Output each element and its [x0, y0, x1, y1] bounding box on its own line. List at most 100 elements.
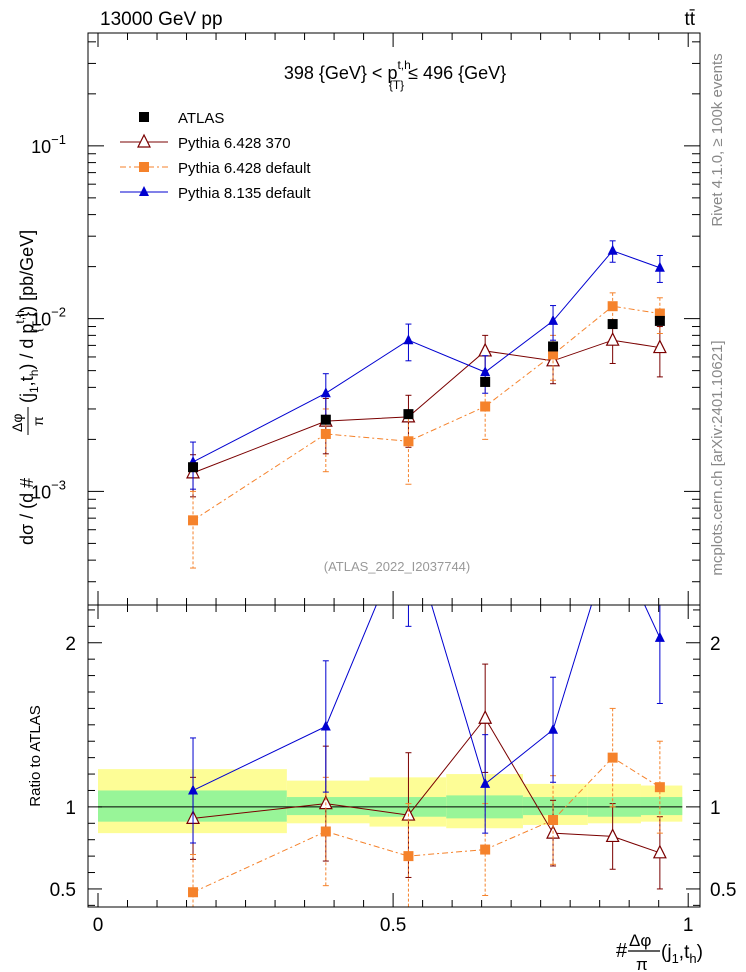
- main-series-3-line: [192, 250, 661, 463]
- main-y-tick-label: 10−2: [31, 305, 66, 330]
- ratio-series-3-point: [654, 631, 665, 642]
- legend-label-atlas: ATLAS: [178, 110, 224, 127]
- main-series-3-point: [607, 244, 618, 255]
- ratio-series-1-point: [605, 828, 620, 843]
- ratio-series-2-point: [188, 887, 199, 898]
- main-series-2-point: [607, 301, 618, 312]
- main-series-2-point: [480, 401, 491, 412]
- svg-text:(j1,th) / d pt,h{T}) [pb/GeV]: (j1,th) / d pt,h{T}) [pb/GeV]: [13, 230, 44, 403]
- title-sup: t,h: [397, 58, 410, 72]
- main-series-2-point: [320, 428, 331, 439]
- plot-title: 398 {GeV} < pt,h {T} ≤ 496 {GeV}: [284, 58, 506, 92]
- main-series-2-point: [654, 308, 665, 319]
- legend-marker-3: [139, 186, 149, 196]
- mcplots-label: mcplots.cern.ch [arXiv:2401.10621]: [709, 340, 726, 575]
- main-series-2: [188, 292, 665, 569]
- svg-text:π: π: [636, 955, 648, 972]
- main-series-3-point: [548, 314, 559, 325]
- main-series-3-point: [403, 334, 414, 345]
- main-series-2-point: [548, 349, 559, 360]
- ratio-x-tick-label: 0: [93, 915, 104, 936]
- ratio-y-axis: 0.5 0.5 1 1 2 2: [50, 609, 736, 906]
- ratio-x-tick-label: 1: [683, 915, 694, 936]
- x-axis-label: # Δφ π (j1,th): [616, 931, 703, 972]
- rivet-label: Rivet 4.1.0, ≥ 100k events: [709, 53, 726, 226]
- main-series-2-point: [188, 515, 199, 526]
- legend-label-pythia8-default: Pythia 8.135 default: [178, 185, 311, 202]
- ratio-series-2: [188, 707, 665, 907]
- ratio-y-axis-label: Ratio to ATLAS: [27, 705, 44, 806]
- main-series-0-point: [480, 376, 491, 387]
- main-series-0-point: [188, 462, 199, 473]
- ratio-series-2-point: [654, 782, 665, 793]
- main-series-3-point: [654, 261, 665, 272]
- ratio-series-3-point: [320, 720, 331, 731]
- ratio-series-2-point: [403, 851, 414, 862]
- main-series-0-point: [548, 341, 559, 352]
- main-plot-area: [186, 240, 667, 569]
- title-sub: {T}: [389, 78, 404, 92]
- main-y-axis: 10−3 10−2 10−1: [31, 41, 700, 583]
- legend-marker-0: [139, 112, 149, 122]
- ratio-series-3-point: [403, 522, 413, 532]
- main-y-tick-label: 10−1: [31, 132, 66, 157]
- legend-label-pythia6-default: Pythia 6.428 default: [178, 160, 311, 177]
- legend-marker-2: [139, 162, 149, 172]
- main-series-1-point: [652, 339, 667, 354]
- ratio-series-2-point: [607, 752, 618, 763]
- process-label: tt̄: [684, 9, 695, 30]
- svg-text:Δφ: Δφ: [629, 931, 651, 950]
- ratio-band-green: [522, 797, 588, 816]
- main-series-0: [188, 315, 665, 473]
- ratio-series-3-point: [188, 784, 199, 795]
- ratio-x-tick-label: 0.5: [380, 915, 406, 936]
- main-series-3-point: [480, 366, 491, 377]
- ratio-panel: 0.5 0.51 12 2 0 0.5 1 Ratio to ATLAS # Δφ π (…: [27, 522, 736, 972]
- main-y-axis-label: dσ / (d # Δφ π (j1,th) / d pt,h{T}) [pb/…: [9, 230, 46, 545]
- ratio-series-2-point: [548, 815, 559, 826]
- ratio-y-tick-label: 1: [65, 798, 76, 819]
- title-right: ≤ 496 {GeV}: [408, 63, 506, 83]
- svg-text:dσ / (d #: dσ / (d #: [17, 478, 37, 545]
- svg-text:#: #: [616, 940, 628, 962]
- svg-text:(j1,th): (j1,th): [661, 942, 703, 966]
- ratio-y-tick-label-right: 0.5: [710, 880, 736, 901]
- legend: ATLAS Pythia 6.428 370 Pythia 6.428 defa…: [120, 110, 311, 202]
- svg-text:π: π: [30, 416, 46, 426]
- main-series-1-line: [192, 339, 660, 474]
- ratio-series-2-point: [480, 844, 491, 855]
- ratio-y-tick-label-right: 2: [710, 634, 721, 655]
- main-x-ticks: [97, 33, 689, 605]
- analysis-watermark: (ATLAS_2022_I2037744): [324, 559, 470, 574]
- svg-text:Δφ: Δφ: [9, 414, 25, 432]
- main-series-0-point: [320, 414, 331, 425]
- ratio-series-3-point: [480, 777, 491, 788]
- main-series-1-point: [478, 342, 493, 357]
- main-panel: 10−3 10−2 10−1 398 {GeV} < pt,h {T} ≤ 496 {G…: [9, 32, 701, 606]
- main-series-0-point: [403, 409, 414, 420]
- ratio-series-3-point: [548, 723, 559, 734]
- ratio-y-tick-label: 2: [65, 634, 76, 655]
- ratio-series-3: [188, 522, 665, 844]
- ratio-series-1-point: [478, 709, 493, 724]
- main-series-3: [188, 240, 665, 490]
- legend-label-pythia6-370: Pythia 6.428 370: [178, 135, 291, 152]
- title-left: 398 {GeV} < p: [284, 63, 398, 83]
- ratio-series-1-point: [652, 844, 667, 859]
- ratio-band-green: [640, 797, 683, 816]
- ratio-y-tick-label: 0.5: [50, 880, 76, 901]
- ratio-series-2-point: [320, 826, 331, 837]
- main-series-2-line: [192, 305, 660, 521]
- main-series-0-point: [607, 319, 618, 330]
- legend-marker-1: [137, 133, 151, 148]
- ratio-plot-area: [98, 522, 683, 907]
- main-y-tick-label: 10−3: [31, 477, 66, 502]
- main-series-0-point: [654, 315, 665, 326]
- ratio-frame: [87, 604, 701, 908]
- ratio-series-3-point: [608, 530, 618, 540]
- main-series-1: [186, 321, 667, 498]
- main-series-3-point: [320, 387, 331, 398]
- main-series-2-point: [403, 436, 414, 447]
- main-series-1-point: [605, 331, 620, 346]
